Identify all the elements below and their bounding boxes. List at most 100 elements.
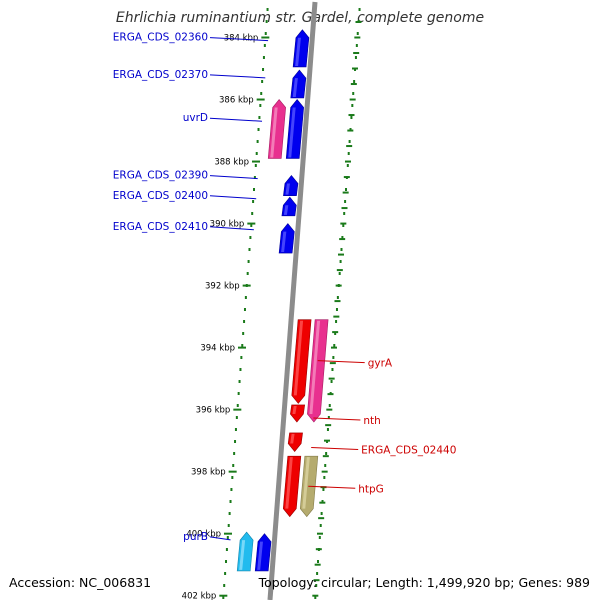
minor-tick-right xyxy=(330,380,333,383)
mid-tick-right xyxy=(319,501,326,504)
feature-highlight xyxy=(270,107,278,158)
minor-tick-right xyxy=(327,416,330,419)
minor-tick-left xyxy=(223,584,226,587)
minor-tick-right xyxy=(321,500,324,503)
feature-highlight xyxy=(288,107,296,158)
minor-tick-right xyxy=(343,212,346,215)
minor-tick-left xyxy=(243,308,246,311)
feature-body xyxy=(236,531,254,572)
minor-tick-right xyxy=(335,308,338,311)
mid-tick-right xyxy=(333,315,340,318)
mid-tick-right xyxy=(335,284,342,287)
map-title: Ehrlichia ruminantium str. Gardel, compl… xyxy=(115,10,485,26)
tick-label: 400 kbp xyxy=(186,530,221,540)
feature-f15 xyxy=(236,531,254,572)
feature-highlight xyxy=(292,78,298,97)
feature-label: purB xyxy=(183,531,208,543)
feature-f10 xyxy=(290,404,306,423)
feature-highlight xyxy=(281,231,287,253)
major-tick-left xyxy=(223,532,232,535)
minor-tick-left xyxy=(252,200,255,203)
minor-tick-right xyxy=(346,164,349,167)
minor-tick-right xyxy=(314,596,317,599)
feature-f8 xyxy=(291,319,312,404)
mid-tick-right xyxy=(326,408,333,411)
mid-tick-right xyxy=(316,532,323,535)
feature-f5 xyxy=(283,175,299,196)
minor-tick-left xyxy=(237,392,240,395)
minor-tick-right xyxy=(339,260,342,263)
tick-label: 388 kbp xyxy=(214,158,249,168)
minor-tick-right xyxy=(355,44,358,47)
leader-line xyxy=(209,74,266,79)
minor-tick-right xyxy=(356,32,359,35)
feature-highlight xyxy=(257,541,263,570)
minor-tick-left xyxy=(224,572,227,575)
major-tick-left xyxy=(242,284,251,287)
minor-tick-left xyxy=(265,20,268,23)
feature-highlight xyxy=(293,320,304,396)
mid-tick-right xyxy=(355,21,362,23)
minor-tick-left xyxy=(241,344,244,347)
minor-tick-right xyxy=(353,80,356,83)
minor-tick-right xyxy=(340,248,343,251)
mid-tick-right xyxy=(336,269,343,272)
minor-tick-left xyxy=(239,368,242,371)
mid-tick-right xyxy=(330,346,337,349)
mid-tick-right xyxy=(323,439,330,442)
major-tick-left xyxy=(261,36,270,39)
feature-layer xyxy=(236,29,329,572)
minor-tick-right xyxy=(323,476,326,479)
minor-tick-right xyxy=(318,536,321,539)
minor-tick-right xyxy=(315,584,318,587)
minor-tick-right xyxy=(349,128,352,131)
feature-f14 xyxy=(254,533,272,572)
feature-label: ERGA_CDS_02370 xyxy=(113,69,208,81)
minor-tick-left xyxy=(244,296,247,299)
mid-tick-right xyxy=(321,470,328,473)
feature-label: uvrD xyxy=(183,112,208,124)
tick-label: 390 kbp xyxy=(210,220,245,230)
feature-f7 xyxy=(278,223,295,254)
mid-tick-right xyxy=(313,579,320,582)
minor-tick-right xyxy=(352,92,355,95)
feature-highlight xyxy=(285,183,290,195)
minor-tick-left xyxy=(253,176,256,179)
mid-tick-right xyxy=(337,253,344,256)
mid-tick-right xyxy=(349,98,356,101)
mid-tick-right xyxy=(341,207,348,210)
mid-tick-right xyxy=(346,145,353,148)
mid-tick-right xyxy=(329,362,336,365)
minor-tick-left xyxy=(234,428,237,431)
backbone-line xyxy=(267,1,318,600)
mid-tick-right xyxy=(332,331,339,334)
tick-label: 386 kbp xyxy=(219,96,254,106)
mid-tick-right xyxy=(312,594,319,597)
major-tick-left xyxy=(256,98,265,101)
minor-tick-left xyxy=(226,536,229,539)
leader-line xyxy=(317,360,365,364)
minor-tick-right xyxy=(338,272,341,275)
minor-tick-left xyxy=(249,236,252,239)
feature-body xyxy=(281,196,297,217)
mid-tick-right xyxy=(318,517,325,520)
feature-highlight xyxy=(239,540,246,570)
leader-line xyxy=(209,226,254,231)
minor-tick-left xyxy=(230,488,233,491)
minor-tick-left xyxy=(262,56,265,59)
feature-body xyxy=(254,533,272,572)
minor-tick-left xyxy=(262,68,265,71)
mid-tick-right xyxy=(314,563,321,566)
mid-tick-right xyxy=(325,424,332,427)
feature-highlight xyxy=(285,457,293,509)
feature-f6 xyxy=(281,196,297,217)
mid-tick-right xyxy=(343,176,350,179)
feature-highlight xyxy=(292,405,297,415)
mid-tick-right xyxy=(348,114,355,117)
minor-tick-right xyxy=(354,56,357,59)
minor-tick-left xyxy=(260,92,263,95)
minor-tick-right xyxy=(328,404,331,407)
tick-label: 394 kbp xyxy=(200,344,235,354)
minor-tick-left xyxy=(264,32,267,35)
